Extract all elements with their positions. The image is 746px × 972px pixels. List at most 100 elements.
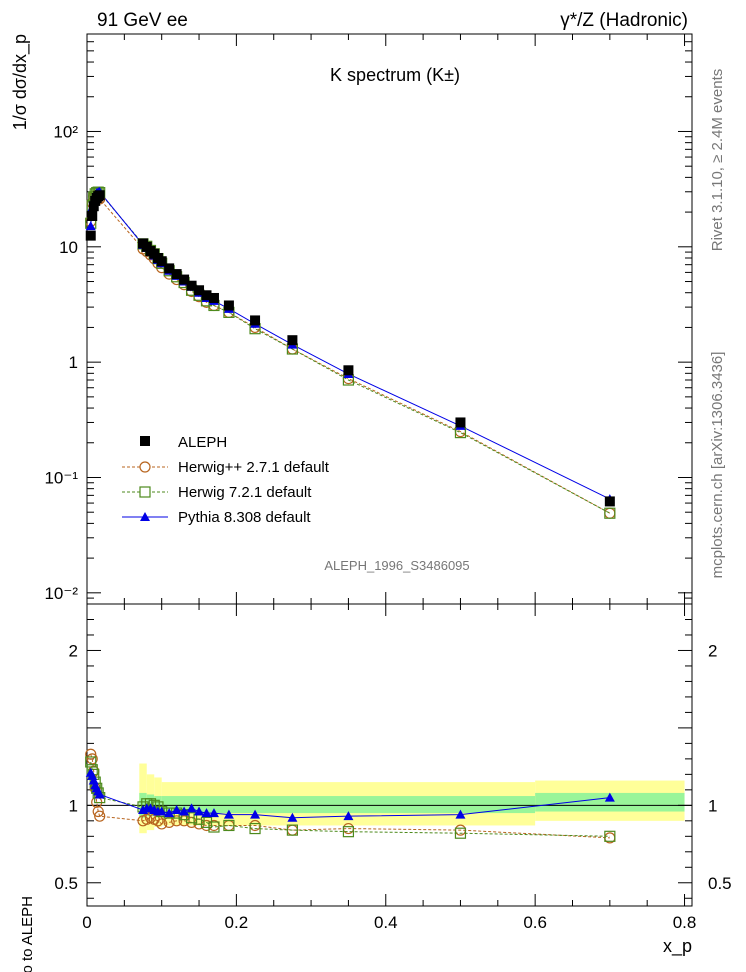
ratio-point-herwig-7-2-1-default xyxy=(454,827,467,839)
ratio-band-inner xyxy=(535,792,685,812)
data-point-aleph xyxy=(208,292,219,303)
ratio-point-pythia-8-308-default xyxy=(94,789,105,799)
ratio-band-inner xyxy=(161,796,536,814)
x-axis-label: x_p xyxy=(663,936,692,957)
legend-marker-aleph xyxy=(140,436,150,446)
ratio-point-pythia-8-308-default xyxy=(194,806,205,816)
ratio-point-herwig-2-7-1-default xyxy=(92,805,104,818)
data-point-herwig-7-2-1-default xyxy=(604,507,616,519)
data-point-aleph xyxy=(194,285,205,296)
axis-tick-labels: 0 0.2 0.4 0.6 0.8 10⁻² 10⁻¹ 1 10 10² 0.5 0.5 1 1 2 2 xyxy=(44,122,731,932)
main-y-tick-label: 10 xyxy=(59,238,78,257)
data-point-aleph xyxy=(88,201,99,212)
ratio-point-pythia-8-308-default xyxy=(179,806,190,816)
ratio-point-pythia-8-308-default xyxy=(208,808,219,818)
x-tick-label: 0.2 xyxy=(225,913,249,932)
series-line-herwig-7-2-1-default xyxy=(90,191,611,514)
legend: ALEPH Herwig++ 2.7.1 default Herwig 7.2.… xyxy=(122,434,330,526)
ratio-point-pythia-8-308-default xyxy=(455,809,466,819)
ratio-plot-frame xyxy=(86,603,693,907)
ratio-y-tick-label-right: 1 xyxy=(708,796,717,815)
ratio-point-herwig-7-2-1-default xyxy=(85,756,97,768)
axis-ticks xyxy=(86,33,692,906)
main-y-tick-label: 10⁻¹ xyxy=(44,468,78,487)
ratio-point-herwig-7-2-1-default xyxy=(604,830,616,842)
side-label-rivet: Rivet 3.1.10, ≥ 2.4M events xyxy=(709,69,726,252)
series-line-herwig-2-7-1-default xyxy=(90,195,611,514)
ratio-point-pythia-8-308-default xyxy=(343,811,354,821)
main-y-tick-label: 1 xyxy=(69,353,78,372)
data-point-aleph xyxy=(87,210,98,221)
ratio-point-herwig-7-2-1-default xyxy=(223,819,235,832)
ratio-point-pythia-8-308-default xyxy=(287,812,298,822)
ratio-point-herwig-2-7-1-default xyxy=(86,753,98,765)
series-line-pythia-8-308-default xyxy=(90,191,611,500)
main-plot-title: K spectrum (K±) xyxy=(330,65,460,85)
x-tick-label: 0.4 xyxy=(374,913,398,932)
ratio-point-herwig-2-7-1-default xyxy=(152,815,164,827)
ratio-point-herwig-2-7-1-default xyxy=(94,810,106,822)
ratio-point-herwig-2-7-1-default xyxy=(178,815,190,827)
ratio-point-herwig-7-2-1-default xyxy=(342,826,355,838)
ratio-point-herwig-7-2-1-default xyxy=(208,821,220,833)
ratio-plot-series xyxy=(85,748,616,844)
data-point-aleph xyxy=(455,417,466,428)
ratio-point-herwig-2-7-1-default xyxy=(85,748,97,760)
x-tick-label: 0 xyxy=(82,913,91,932)
data-point-aleph xyxy=(287,335,298,346)
side-label-mcplots: mcplots.cern.ch [arXiv:1306.3436] xyxy=(709,352,726,579)
ratio-point-pythia-8-308-default xyxy=(250,809,261,819)
data-point-aleph xyxy=(250,315,261,326)
ratio-point-pythia-8-308-default xyxy=(604,792,615,802)
ratio-y-tick-label-right: 2 xyxy=(708,641,717,660)
ratio-point-herwig-2-7-1-default xyxy=(163,816,175,828)
data-point-aleph xyxy=(94,190,105,201)
data-point-aleph xyxy=(201,290,212,301)
ratio-point-herwig-7-2-1-default xyxy=(286,824,299,836)
data-point-aleph xyxy=(604,496,615,507)
ratio-point-herwig-2-7-1-default xyxy=(171,815,183,827)
legend-marker-herwig7 xyxy=(139,486,151,498)
ratio-point-pythia-8-308-default xyxy=(186,803,197,813)
ratio-point-pythia-8-308-default xyxy=(156,806,167,816)
data-point-aleph xyxy=(179,274,190,285)
main-y-axis-label: 1/σ dσ/dx_p xyxy=(10,34,31,130)
ratio-y-tick-label-left: 2 xyxy=(69,641,78,660)
ratio-y-axis-label: Ratio to ALEPH xyxy=(19,896,36,972)
legend-marker-pythia xyxy=(140,512,150,521)
ratio-point-herwig-2-7-1-default xyxy=(156,818,168,830)
ratio-point-herwig-7-2-1-default xyxy=(185,812,198,824)
ratio-point-pythia-8-308-default xyxy=(223,809,234,819)
data-point-aleph xyxy=(223,300,234,311)
data-point-aleph xyxy=(186,280,197,291)
ratio-point-pythia-8-308-default xyxy=(171,804,182,814)
x-tick-label: 0.8 xyxy=(673,913,697,932)
header-right-title: γ*/Z (Hadronic) xyxy=(560,10,688,31)
ratio-y-tick-label-right: 0.5 xyxy=(708,874,732,893)
data-point-aleph xyxy=(85,230,96,241)
data-point-aleph xyxy=(171,269,182,280)
legend-label-aleph: ALEPH xyxy=(178,434,227,451)
legend-label-herwig7: Herwig 7.2.1 default xyxy=(178,484,312,501)
ratio-y-tick-label-left: 0.5 xyxy=(54,874,78,893)
main-y-tick-label: 10⁻² xyxy=(44,584,78,603)
data-point-aleph xyxy=(164,263,175,274)
legend-label-herwigpp: Herwig++ 2.7.1 default xyxy=(178,459,330,476)
analysis-label: ALEPH_1996_S3486095 xyxy=(324,558,469,573)
legend-marker-herwigpp xyxy=(139,461,151,473)
data-point-pythia-8-308-default xyxy=(85,221,96,231)
ratio-point-pythia-8-308-default xyxy=(201,808,212,818)
legend-label-pythia: Pythia 8.308 default xyxy=(178,509,311,526)
header-left-title: 91 GeV ee xyxy=(97,10,188,31)
ratio-y-tick-label-left: 1 xyxy=(69,796,78,815)
data-point-aleph xyxy=(156,256,167,267)
main-y-tick-label: 10² xyxy=(53,122,78,141)
data-point-aleph xyxy=(343,365,354,376)
ratio-point-herwig-7-2-1-default xyxy=(249,822,261,835)
x-tick-label: 0.6 xyxy=(523,913,547,932)
ratio-point-pythia-8-308-default xyxy=(164,808,175,818)
ratio-line-herwig-2-7-1-default xyxy=(90,754,610,839)
main-plot-series xyxy=(85,186,616,519)
